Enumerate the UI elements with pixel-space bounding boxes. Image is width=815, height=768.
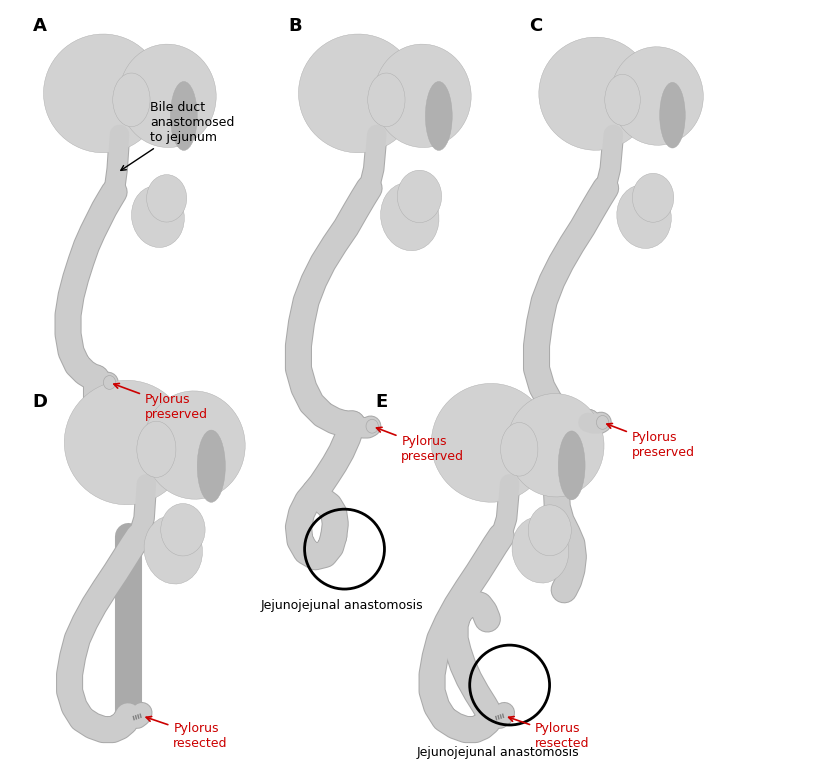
- Ellipse shape: [425, 81, 452, 151]
- Ellipse shape: [659, 82, 685, 148]
- Ellipse shape: [597, 415, 609, 429]
- Ellipse shape: [131, 186, 184, 247]
- Ellipse shape: [611, 47, 703, 145]
- Ellipse shape: [170, 81, 197, 151]
- Ellipse shape: [528, 505, 571, 556]
- Ellipse shape: [119, 44, 216, 147]
- Ellipse shape: [144, 516, 202, 584]
- Ellipse shape: [374, 44, 471, 147]
- Ellipse shape: [197, 430, 225, 502]
- Ellipse shape: [397, 170, 442, 223]
- Text: Jejunojejunal anastomosis: Jejunojejunal anastomosis: [261, 599, 424, 612]
- Ellipse shape: [500, 422, 538, 476]
- Ellipse shape: [147, 174, 187, 222]
- Ellipse shape: [381, 183, 439, 250]
- Text: Pylorus
resected: Pylorus resected: [146, 717, 227, 750]
- Ellipse shape: [104, 376, 116, 389]
- Ellipse shape: [143, 391, 245, 499]
- Ellipse shape: [161, 504, 205, 556]
- Text: Pylorus
preserved: Pylorus preserved: [114, 383, 208, 421]
- Text: A: A: [33, 17, 46, 35]
- Text: Pylorus
preserved: Pylorus preserved: [607, 423, 694, 459]
- Text: B: B: [289, 17, 302, 35]
- Ellipse shape: [632, 174, 674, 222]
- Text: C: C: [529, 17, 542, 35]
- Text: D: D: [33, 393, 48, 411]
- Ellipse shape: [298, 34, 418, 153]
- Ellipse shape: [617, 185, 672, 248]
- Ellipse shape: [539, 37, 653, 151]
- Text: Jejunojejunal anastomosis: Jejunojejunal anastomosis: [416, 746, 579, 760]
- Text: Bile duct
anastomosed
to jejunum: Bile duct anastomosed to jejunum: [121, 101, 235, 170]
- Text: Pylorus
preserved: Pylorus preserved: [377, 427, 465, 463]
- Text: E: E: [375, 393, 387, 411]
- Ellipse shape: [431, 383, 551, 502]
- Ellipse shape: [605, 74, 641, 125]
- Ellipse shape: [512, 517, 569, 583]
- Ellipse shape: [112, 73, 150, 127]
- Ellipse shape: [507, 393, 604, 497]
- Ellipse shape: [366, 419, 378, 433]
- Ellipse shape: [558, 431, 585, 500]
- Ellipse shape: [368, 73, 405, 127]
- Text: Pylorus
resected: Pylorus resected: [509, 717, 589, 750]
- Ellipse shape: [64, 380, 189, 505]
- Ellipse shape: [137, 421, 176, 478]
- Ellipse shape: [43, 34, 163, 153]
